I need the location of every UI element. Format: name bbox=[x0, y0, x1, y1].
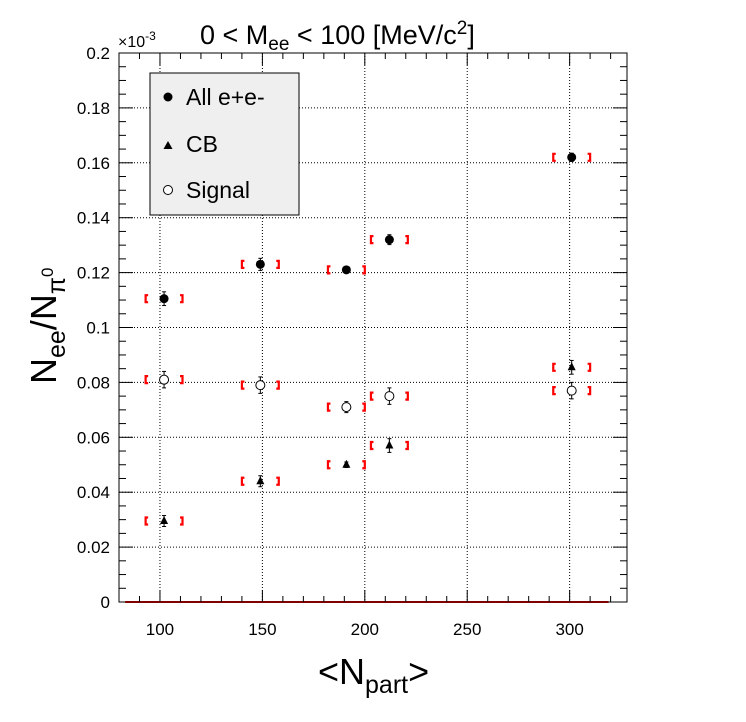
systematic-bracket bbox=[180, 375, 184, 385]
systematic-bracket bbox=[276, 476, 280, 486]
systematic-bracket bbox=[362, 460, 366, 470]
legend-marker-filled-circle bbox=[163, 92, 173, 102]
systematic-bracket bbox=[587, 386, 592, 396]
data-point-cb bbox=[256, 476, 265, 485]
data-point-all-ee bbox=[159, 294, 169, 304]
data-point-cb bbox=[342, 459, 351, 468]
y-exponent-label: ×10-3 bbox=[118, 29, 156, 51]
data-point-all-ee bbox=[341, 265, 351, 275]
legend-label-signal: Signal bbox=[186, 177, 250, 203]
legend-label-cb: CB bbox=[186, 131, 218, 157]
data-point-signal bbox=[255, 380, 266, 391]
systematic-brackets bbox=[144, 152, 592, 526]
systematic-bracket bbox=[240, 259, 245, 269]
y-tick-label: 0.14 bbox=[77, 209, 110, 228]
x-tick-label: 200 bbox=[351, 620, 379, 639]
systematic-bracket bbox=[276, 259, 280, 269]
data-point-signal bbox=[384, 391, 395, 402]
systematic-bracket bbox=[369, 235, 374, 245]
systematic-bracket bbox=[362, 265, 366, 275]
legend-box bbox=[149, 72, 300, 216]
systematic-bracket bbox=[552, 152, 556, 162]
y-tick-label: 0.2 bbox=[86, 44, 110, 63]
systematic-bracket bbox=[405, 440, 409, 451]
systematic-bracket bbox=[240, 380, 245, 390]
chart-title: 0 < Mee < 100 [MeV/c2] bbox=[200, 18, 475, 55]
y-tick-label: 0.02 bbox=[77, 538, 110, 557]
systematic-bracket bbox=[144, 294, 149, 304]
systematic-bracket bbox=[276, 380, 280, 390]
legend-item-signal: Signal bbox=[163, 177, 250, 203]
axes: 100 150 200 250 300 0 0.02 0.04 0.06 0.08 0.1 0.12 0… bbox=[77, 44, 627, 639]
systematic-bracket bbox=[180, 294, 184, 304]
data-point-all-ee bbox=[567, 152, 577, 162]
y-tick-label: 0.16 bbox=[77, 154, 110, 173]
systematic-bracket bbox=[405, 235, 409, 245]
y-axis-title: Nee/Nπ0 bbox=[23, 267, 71, 384]
legend-marker-triangle bbox=[163, 141, 173, 149]
data-point-signal bbox=[159, 374, 170, 385]
y-tick-label: 0 bbox=[101, 593, 110, 612]
data-points bbox=[159, 152, 577, 528]
systematic-bracket bbox=[326, 265, 331, 275]
systematic-bracket bbox=[405, 391, 409, 401]
y-tick-label: 0.04 bbox=[77, 483, 110, 502]
legend-item-cb: CB bbox=[163, 131, 218, 157]
legend-item-all-ee: All e+e- bbox=[163, 84, 265, 110]
data-point-cb bbox=[567, 362, 576, 371]
data-point-signal bbox=[566, 385, 577, 396]
y-tick-label: 0.08 bbox=[77, 373, 110, 392]
systematic-bracket bbox=[144, 375, 149, 385]
systematic-bracket bbox=[587, 152, 592, 162]
systematic-bracket bbox=[362, 402, 366, 412]
systematic-bracket bbox=[326, 402, 331, 412]
legend-label-all-ee: All e+e- bbox=[186, 84, 265, 110]
x-axis-title: <Npart> bbox=[318, 651, 429, 699]
systematic-bracket bbox=[587, 362, 592, 372]
x-tick-label: 250 bbox=[453, 620, 481, 639]
y-tick-label: 0.1 bbox=[86, 319, 110, 338]
systematic-bracket bbox=[369, 391, 374, 401]
data-point-all-ee bbox=[255, 259, 265, 269]
data-point-signal bbox=[341, 402, 352, 413]
y-tick-label: 0.12 bbox=[77, 264, 110, 283]
x-tick-label: 100 bbox=[146, 620, 174, 639]
systematic-bracket bbox=[552, 386, 556, 396]
systematic-bracket bbox=[552, 362, 556, 372]
y-tick-label: 0.18 bbox=[77, 99, 110, 118]
systematic-bracket bbox=[144, 516, 149, 526]
systematic-bracket bbox=[369, 440, 374, 451]
legend: All e+e- CB Signal bbox=[149, 72, 300, 216]
systematic-bracket bbox=[240, 476, 245, 486]
systematic-bracket bbox=[180, 516, 184, 526]
data-point-cb bbox=[385, 440, 394, 449]
x-tick-label: 300 bbox=[555, 620, 583, 639]
data-point-cb bbox=[160, 516, 169, 525]
data-point-all-ee bbox=[384, 235, 394, 245]
legend-marker-open-circle bbox=[163, 185, 173, 195]
y-tick-label: 0.06 bbox=[77, 428, 110, 447]
systematic-bracket bbox=[326, 460, 331, 470]
x-tick-label: 150 bbox=[248, 620, 276, 639]
